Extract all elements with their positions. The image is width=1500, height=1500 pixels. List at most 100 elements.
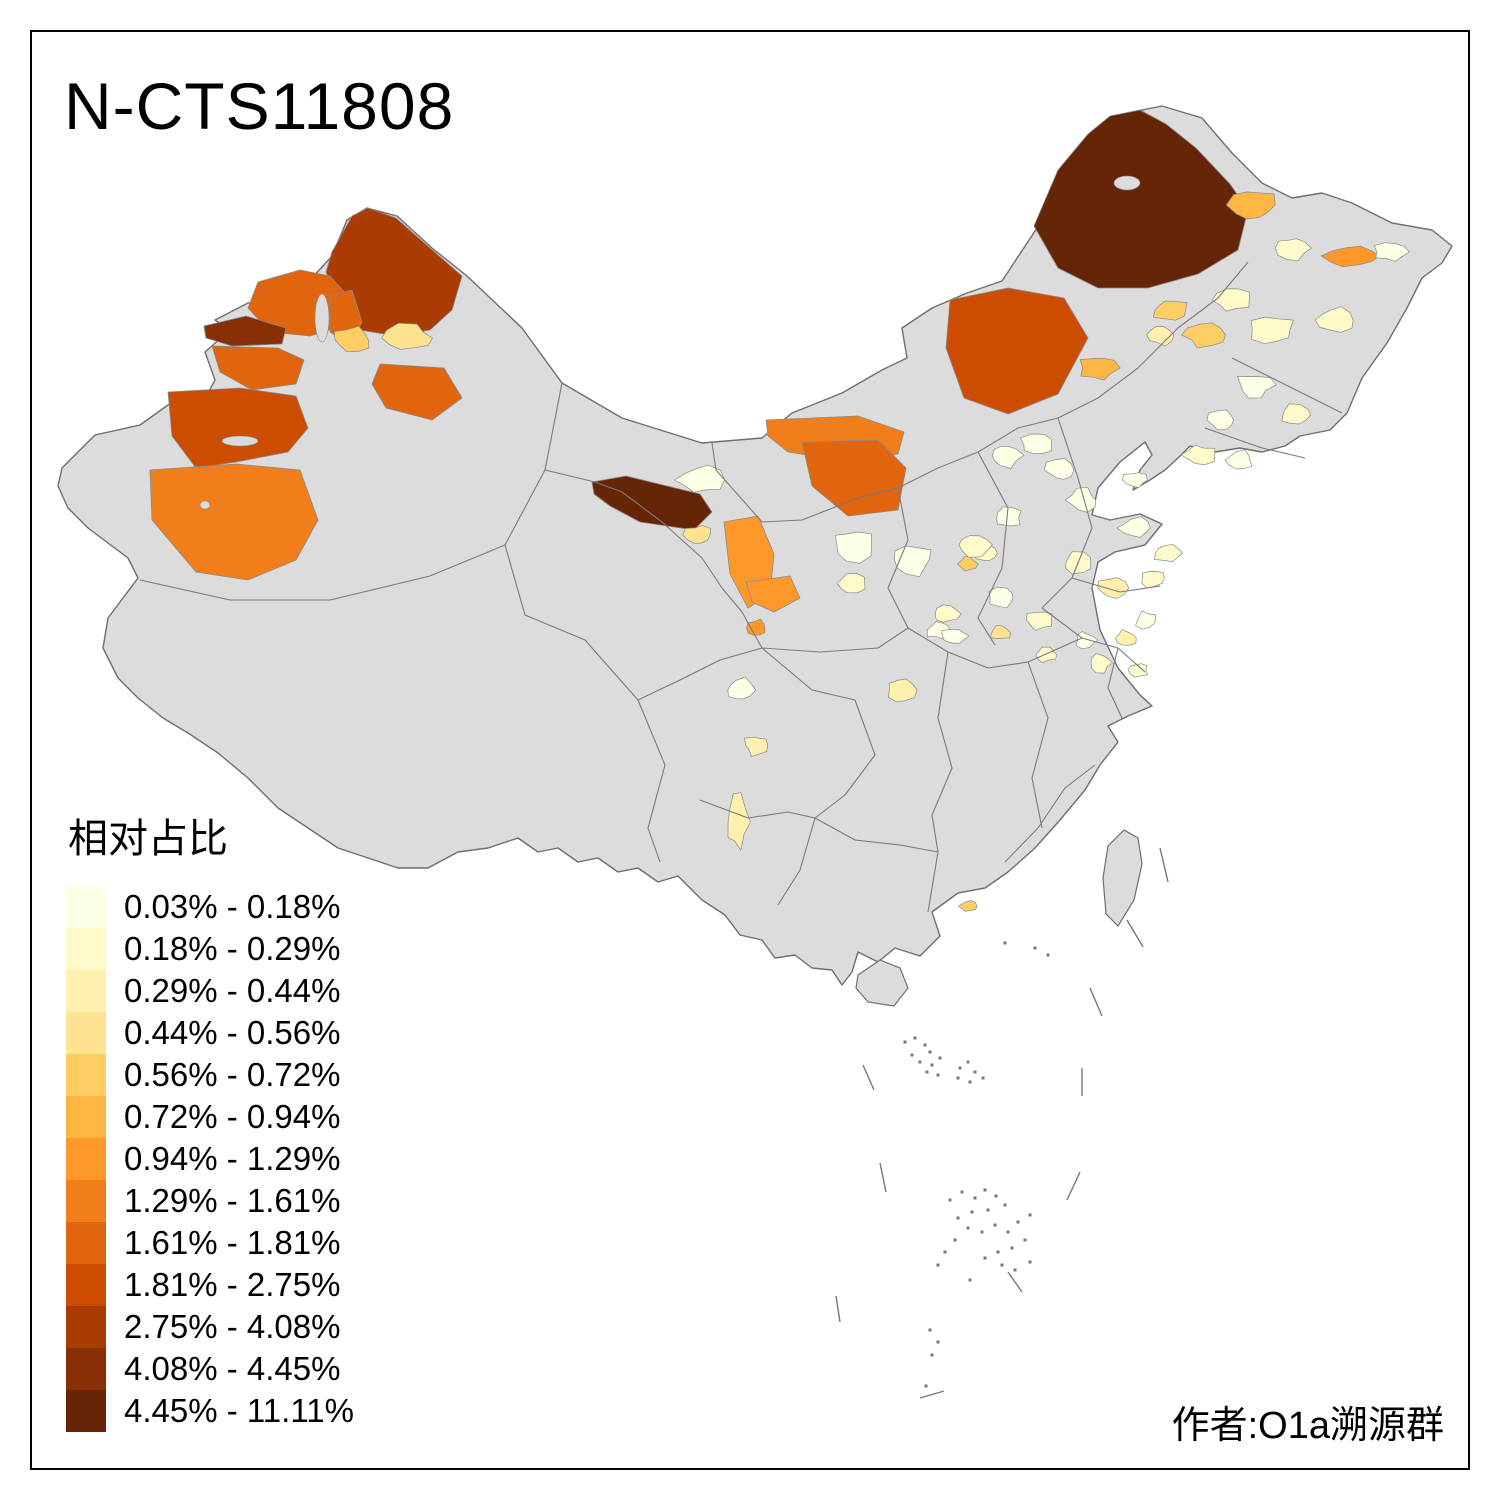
province-border [1004,764,1096,863]
sea-islet-dot [1003,1203,1007,1207]
province-border [931,651,953,853]
sea-dash-line [862,1064,875,1091]
sea-islet-dot [938,1056,942,1060]
map-region [1153,543,1183,562]
legend-swatch [66,1012,106,1054]
lake-enclave [1113,175,1141,191]
legend-item: 0.18% - 0.29% [66,928,354,970]
province-border [927,851,939,913]
sea-dash-line [1066,1171,1081,1201]
sea-islet-dot [943,1250,947,1254]
map-region [1281,403,1312,425]
sea-islet-dot [1046,953,1050,957]
sea-islet-dot [986,1208,990,1212]
map-region [894,545,932,578]
province-border [761,647,856,701]
legend-swatch [66,1306,106,1348]
sea-islet-dot [1013,1268,1017,1272]
sea-islet-dot [1003,941,1007,945]
legend-label: 0.94% - 1.29% [124,1140,341,1177]
map-region [727,676,757,700]
sea-islet-dot [968,1278,972,1282]
province-border [637,647,763,701]
map-region [167,387,309,469]
sea-islet-dot [1000,1263,1004,1267]
legend-swatch [66,1096,106,1138]
map-region [211,345,305,391]
legend: 相对占比 0.03% - 0.18% 0.18% - 0.29% 0.29% - 0… [66,806,354,1432]
legend-item: 1.61% - 1.81% [66,1222,354,1264]
map-region [988,586,1014,609]
sea-islet-dot [956,1076,960,1080]
map-region [674,464,725,493]
legend-items: 0.03% - 0.18% 0.18% - 0.29% 0.29% - 0.44% 0… [66,886,354,1432]
legend-swatch [66,886,106,928]
author-credit: 作者:O1a溯源群 [1171,1405,1444,1447]
sea-islet-dot [996,1250,1000,1254]
sea-islet-dot [958,1066,962,1070]
sea-islet-dot [913,1036,917,1040]
province-border [947,637,1083,669]
legend-label: 1.61% - 1.81% [124,1224,341,1261]
lake-enclave [314,293,330,343]
legend-swatch [66,928,106,970]
map-region [371,363,463,421]
map-region [1115,629,1137,646]
map-region [333,325,370,352]
map-region [834,531,872,564]
legend-item: 0.94% - 1.29% [66,1138,354,1180]
sea-islet-dot [928,1328,932,1332]
plot-frame [30,30,1470,1470]
legend-item: 2.75% - 4.08% [66,1306,354,1348]
province-border [1027,661,1049,829]
legend-title: 相对占比 [68,817,228,861]
legend-label: 2.75% - 4.08% [124,1308,341,1345]
sea-islet-dot [910,1053,914,1057]
taiwan-island [1102,829,1143,927]
province-border [761,627,909,653]
legend-swatch [66,1138,106,1180]
legend-swatch [66,1222,106,1264]
sea-islet-dot [973,1070,977,1074]
sea-islet-dot [994,1194,998,1198]
sea-islet-dot [956,1216,960,1220]
sea-dash-line [1007,1271,1023,1293]
map-region [1020,433,1053,454]
sea-dash-line [1126,919,1144,948]
sea-islet-dot [918,1060,922,1064]
province-border [1041,417,1093,609]
map-region [1127,663,1148,678]
map-region [1225,191,1276,220]
map-region [996,506,1022,527]
sea-islet-dot [930,1353,934,1357]
sea-islet-dot [936,1340,940,1344]
sea-islet-dot [1033,946,1037,950]
sea-islet-dot [1006,1230,1010,1234]
map-region [744,736,769,757]
province-border [1041,607,1146,673]
sea-islet-dot [1016,1220,1020,1224]
map-region [945,287,1089,415]
map-region [1146,326,1175,347]
sea-islet-dot [936,1073,940,1077]
lake-enclave [199,500,211,510]
legend-item: 4.45% - 11.11% [66,1390,354,1432]
map-region [149,463,319,581]
page-title: N-CTS11808 [64,69,455,143]
sea-islet-dot [960,1190,964,1194]
province-border [699,799,816,819]
legend-swatch [66,970,106,1012]
province-border [977,451,1009,646]
sea-dash-line [835,1295,841,1323]
legend-item: 1.81% - 2.75% [66,1264,354,1306]
map-region [1097,577,1130,599]
legend-item: 0.29% - 0.44% [66,970,354,1012]
legend-item: 1.29% - 1.61% [66,1180,354,1222]
map-region [888,678,918,703]
legend-label: 0.18% - 0.29% [124,930,341,967]
sea-islet-dot [966,1060,970,1064]
map-region [957,555,979,572]
hainan-island [855,959,909,1007]
legend-item: 0.03% - 0.18% [66,886,354,928]
sea-islet-dot [1028,1213,1032,1217]
